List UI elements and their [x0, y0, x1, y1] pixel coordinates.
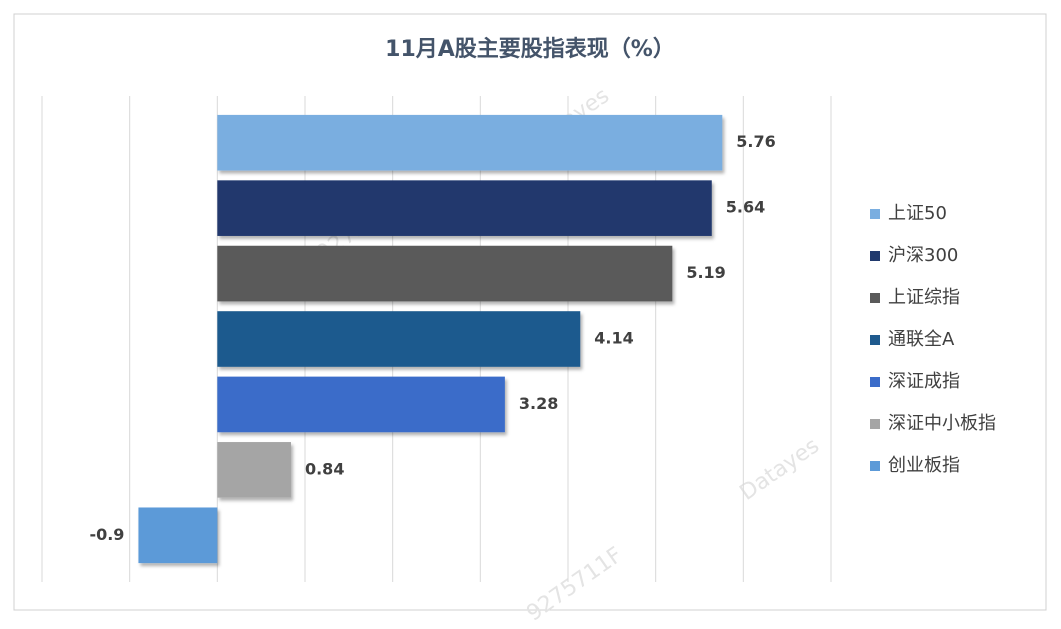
- value-label: 5.64: [726, 198, 765, 217]
- legend-swatch: [870, 419, 880, 429]
- legend-label: 创业板指: [888, 455, 960, 476]
- legend-label: 沪深300: [888, 245, 958, 266]
- legend-label: 深证中小板指: [888, 413, 996, 434]
- bar: [217, 311, 581, 367]
- value-label: 4.14: [594, 329, 633, 348]
- value-label: 5.19: [686, 263, 725, 282]
- legend-swatch: [870, 209, 880, 219]
- bar: [217, 245, 673, 302]
- bar: [217, 442, 291, 498]
- chart-title: 11月A股主要股指表现（%）: [385, 37, 675, 62]
- value-label: 0.84: [305, 459, 344, 478]
- bar: [217, 114, 723, 171]
- legend-swatch: [870, 251, 880, 261]
- value-label: -0.9: [89, 525, 124, 544]
- legend-swatch: [870, 293, 880, 303]
- legend-swatch: [870, 335, 880, 345]
- legend-label: 上证50: [888, 203, 947, 224]
- value-label: 3.28: [519, 394, 558, 413]
- bar: [217, 180, 712, 236]
- legend-label: 通联全A: [888, 329, 955, 350]
- legend-swatch: [870, 377, 880, 387]
- legend-label: 上证综指: [888, 287, 960, 308]
- legend-label: 深证成指: [888, 371, 960, 392]
- value-label: 5.76: [736, 132, 775, 151]
- legend-swatch: [870, 461, 880, 471]
- bar: [138, 507, 218, 564]
- bar: [217, 376, 505, 433]
